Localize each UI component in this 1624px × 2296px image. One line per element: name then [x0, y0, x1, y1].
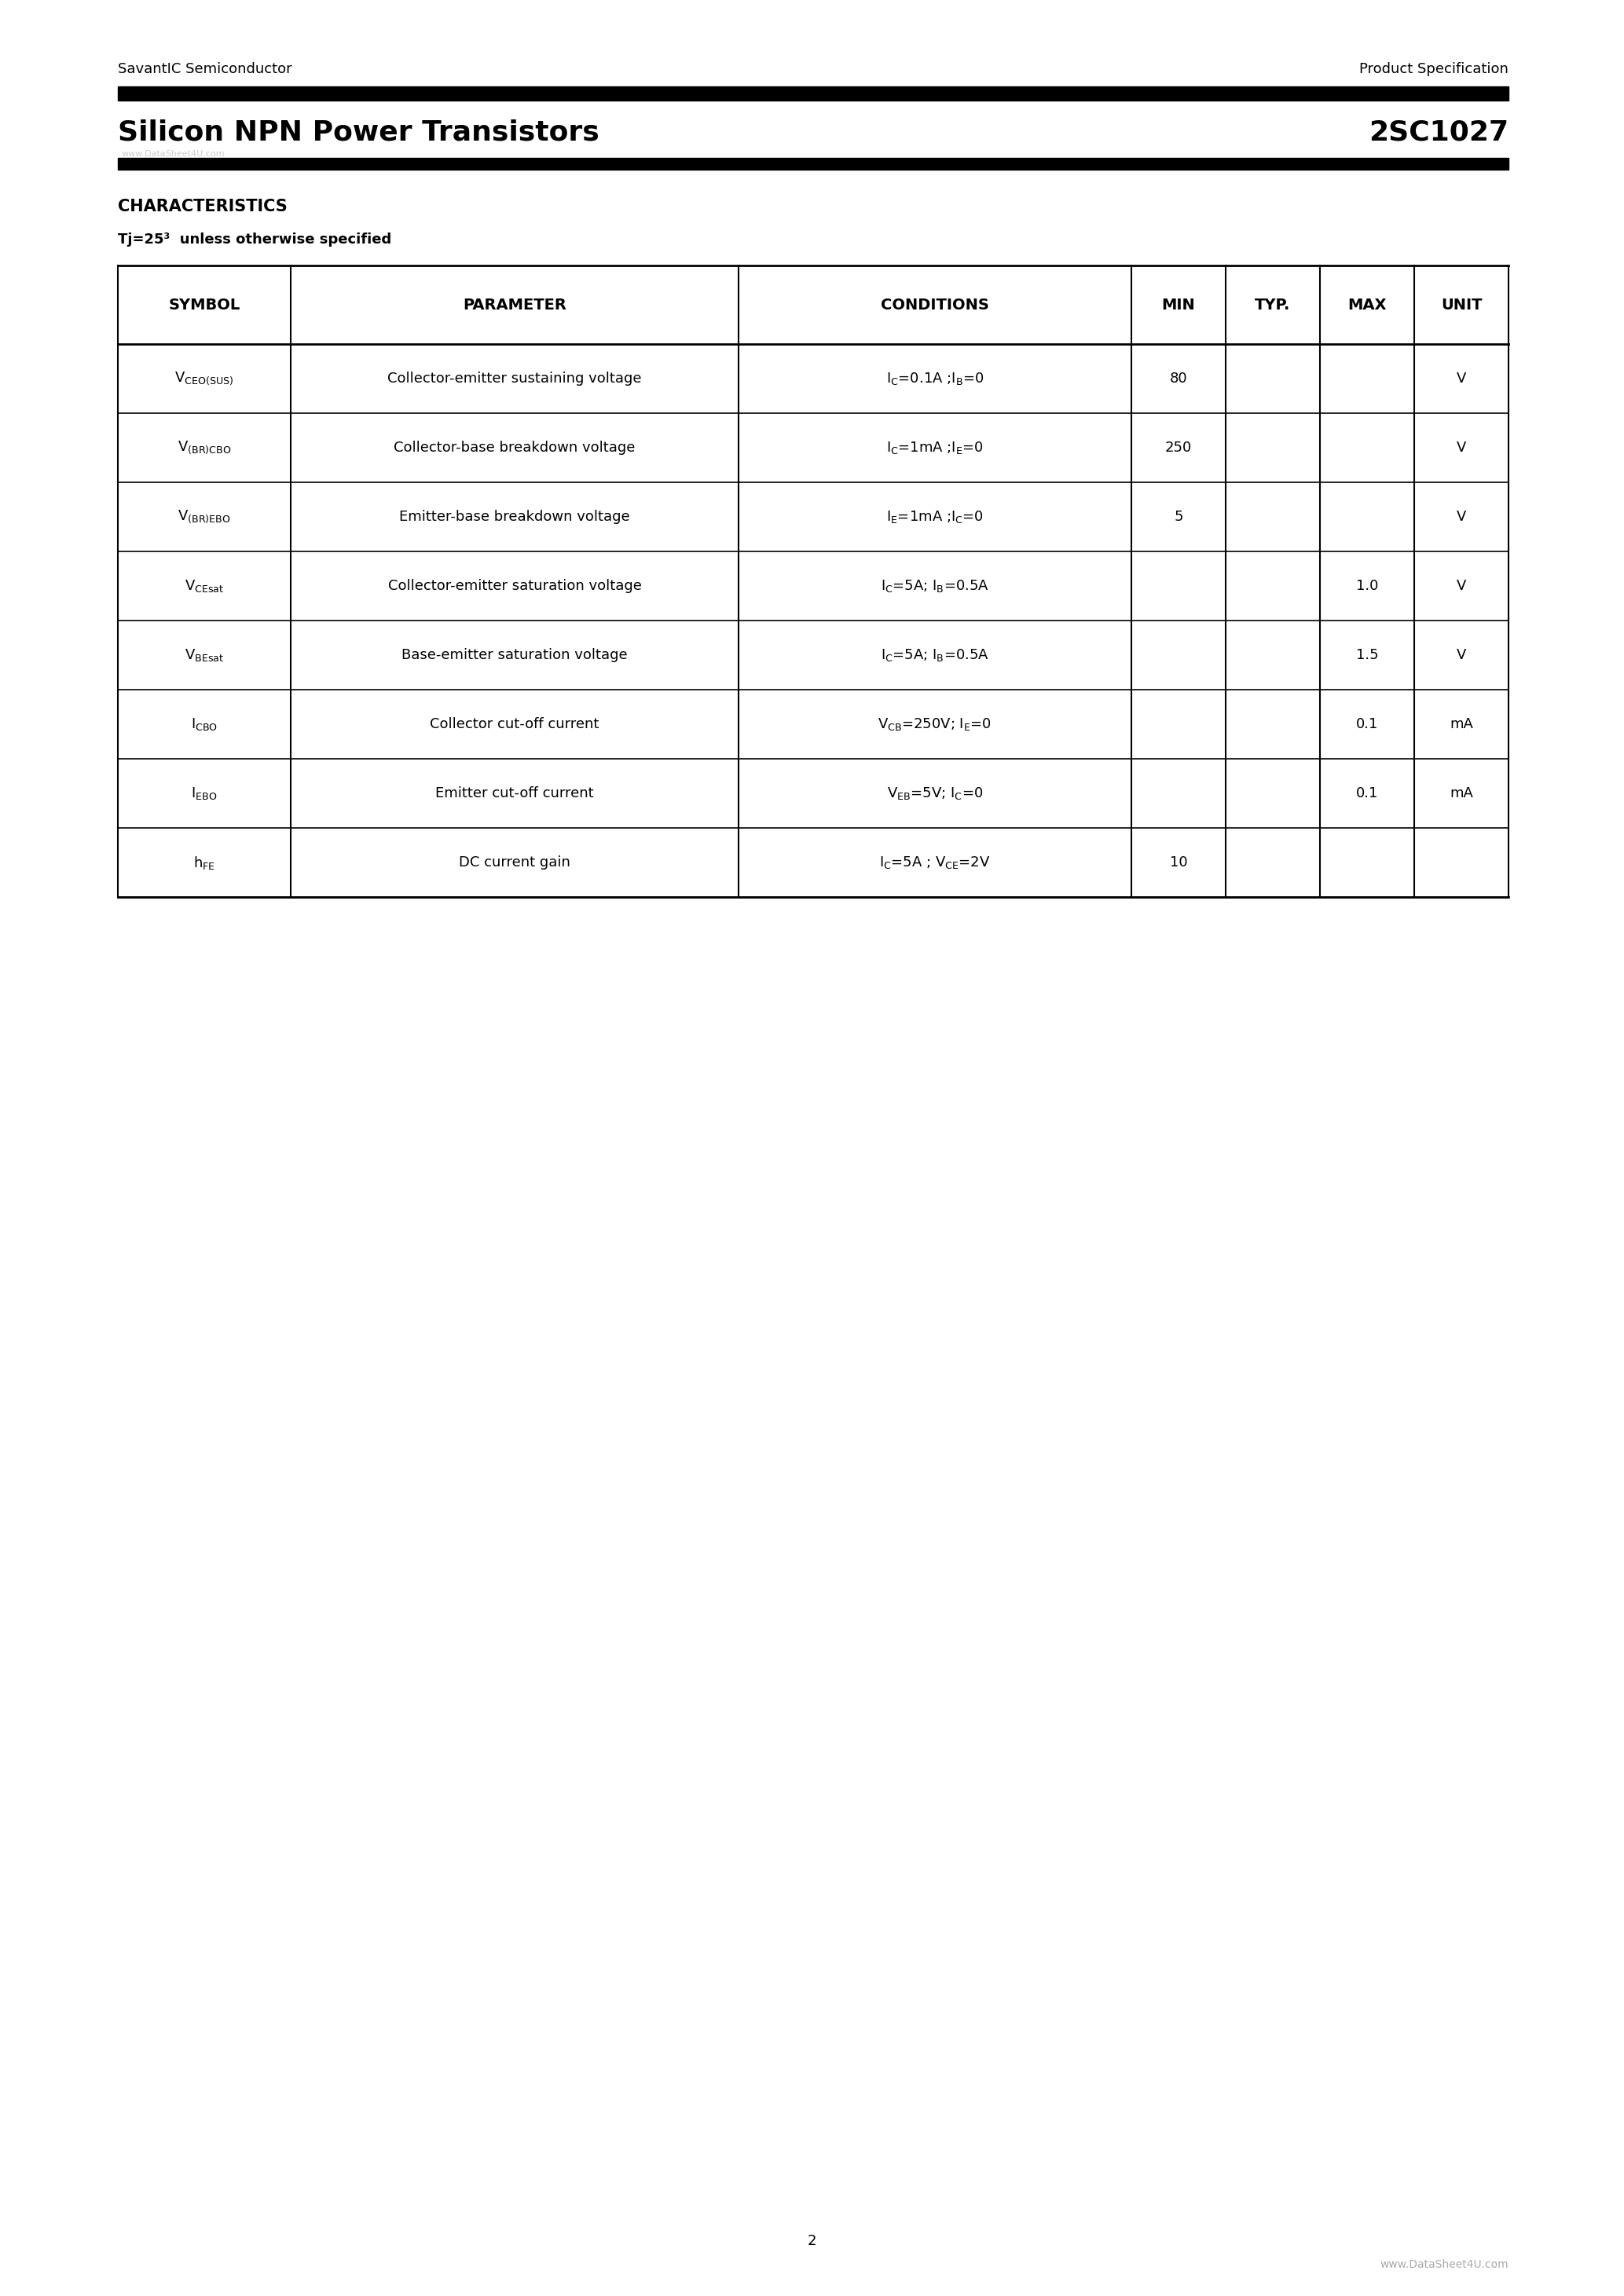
Text: Base-emitter saturation voltage: Base-emitter saturation voltage — [401, 647, 627, 661]
Text: SYMBOL: SYMBOL — [169, 296, 240, 312]
Bar — [119, 158, 1509, 170]
Text: V$_{\mathregular{CEO(SUS)}}$: V$_{\mathregular{CEO(SUS)}}$ — [175, 370, 234, 386]
Text: TYP.: TYP. — [1255, 296, 1291, 312]
Text: www.DataSheet4U.com: www.DataSheet4U.com — [122, 149, 226, 158]
Text: 5: 5 — [1174, 510, 1182, 523]
Text: UNIT: UNIT — [1440, 296, 1483, 312]
Text: V$_{\mathregular{(BR)CBO}}$: V$_{\mathregular{(BR)CBO}}$ — [177, 439, 231, 457]
Text: Collector cut-off current: Collector cut-off current — [430, 716, 599, 732]
Text: www.DataSheet4U.com: www.DataSheet4U.com — [1380, 2259, 1509, 2271]
Text: 1.5: 1.5 — [1356, 647, 1379, 661]
Text: I$_{\mathregular{CBO}}$: I$_{\mathregular{CBO}}$ — [192, 716, 218, 732]
Text: mA: mA — [1450, 785, 1473, 801]
Text: I$_{\mathregular{C}}$=1mA ;I$_{\mathregular{E}}$=0: I$_{\mathregular{C}}$=1mA ;I$_{\mathregu… — [887, 441, 984, 455]
Text: CHARACTERISTICS: CHARACTERISTICS — [119, 200, 287, 214]
Text: Product Specification: Product Specification — [1359, 62, 1509, 76]
Text: PARAMETER: PARAMETER — [463, 296, 567, 312]
Text: V$_{\mathregular{BEsat}}$: V$_{\mathregular{BEsat}}$ — [185, 647, 224, 664]
Text: Silicon NPN Power Transistors: Silicon NPN Power Transistors — [119, 119, 599, 145]
Text: MAX: MAX — [1348, 296, 1387, 312]
Text: V: V — [1457, 372, 1466, 386]
Text: MIN: MIN — [1161, 296, 1195, 312]
Text: I$_{\mathregular{C}}$=5A; I$_{\mathregular{B}}$=0.5A: I$_{\mathregular{C}}$=5A; I$_{\mathregul… — [880, 647, 989, 664]
Text: I$_{\mathregular{C}}$=5A; I$_{\mathregular{B}}$=0.5A: I$_{\mathregular{C}}$=5A; I$_{\mathregul… — [880, 579, 989, 595]
Text: SavantIC Semiconductor: SavantIC Semiconductor — [119, 62, 292, 76]
Text: Emitter cut-off current: Emitter cut-off current — [435, 785, 594, 801]
Text: h$_{\mathregular{FE}}$: h$_{\mathregular{FE}}$ — [193, 854, 216, 870]
Text: V$_{\mathregular{(BR)EBO}}$: V$_{\mathregular{(BR)EBO}}$ — [177, 510, 231, 526]
Text: V: V — [1457, 647, 1466, 661]
Text: Emitter-base breakdown voltage: Emitter-base breakdown voltage — [400, 510, 630, 523]
Text: V: V — [1457, 441, 1466, 455]
Text: Collector-base breakdown voltage: Collector-base breakdown voltage — [395, 441, 635, 455]
Text: V$_{\mathregular{CEsat}}$: V$_{\mathregular{CEsat}}$ — [185, 579, 224, 595]
Text: V$_{\mathregular{EB}}$=5V; I$_{\mathregular{C}}$=0: V$_{\mathregular{EB}}$=5V; I$_{\mathregu… — [887, 785, 983, 801]
Text: I$_{\mathregular{E}}$=1mA ;I$_{\mathregular{C}}$=0: I$_{\mathregular{E}}$=1mA ;I$_{\mathregu… — [887, 510, 984, 526]
Text: I$_{\mathregular{C}}$=5A ; V$_{\mathregular{CE}}$=2V: I$_{\mathregular{C}}$=5A ; V$_{\mathregu… — [879, 854, 991, 870]
Text: Tj=25³  unless otherwise specified: Tj=25³ unless otherwise specified — [119, 232, 391, 246]
Text: I$_{\mathregular{EBO}}$: I$_{\mathregular{EBO}}$ — [192, 785, 218, 801]
Text: 2: 2 — [807, 2234, 817, 2248]
Text: 80: 80 — [1169, 372, 1187, 386]
Text: DC current gain: DC current gain — [460, 856, 570, 870]
Text: Collector-emitter saturation voltage: Collector-emitter saturation voltage — [388, 579, 641, 592]
Text: 250: 250 — [1164, 441, 1192, 455]
Text: 2SC1027: 2SC1027 — [1369, 119, 1509, 145]
Text: I$_{\mathregular{C}}$=0.1A ;I$_{\mathregular{B}}$=0: I$_{\mathregular{C}}$=0.1A ;I$_{\mathreg… — [887, 370, 984, 386]
Text: 0.1: 0.1 — [1356, 716, 1379, 732]
Text: V: V — [1457, 510, 1466, 523]
Text: V$_{\mathregular{CB}}$=250V; I$_{\mathregular{E}}$=0: V$_{\mathregular{CB}}$=250V; I$_{\mathre… — [879, 716, 992, 732]
Text: 10: 10 — [1169, 856, 1187, 870]
Text: V: V — [1457, 579, 1466, 592]
Text: 1.0: 1.0 — [1356, 579, 1379, 592]
Bar — [119, 87, 1509, 101]
Text: mA: mA — [1450, 716, 1473, 732]
Text: Collector-emitter sustaining voltage: Collector-emitter sustaining voltage — [388, 372, 641, 386]
Text: 0.1: 0.1 — [1356, 785, 1379, 801]
Text: CONDITIONS: CONDITIONS — [880, 296, 989, 312]
